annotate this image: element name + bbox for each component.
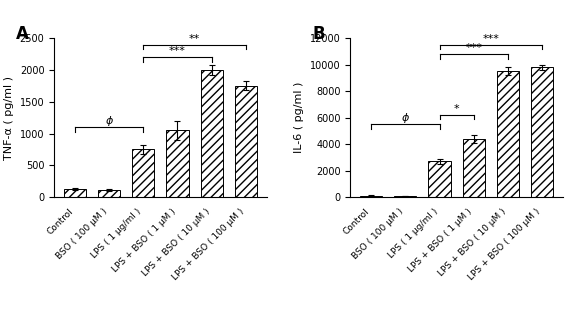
Bar xyxy=(166,130,189,197)
Bar xyxy=(497,71,519,197)
Bar xyxy=(429,161,451,197)
Bar xyxy=(463,139,485,197)
Text: *: * xyxy=(454,104,459,114)
Text: ***: *** xyxy=(169,46,186,57)
Text: ϕ: ϕ xyxy=(105,116,113,126)
Bar xyxy=(98,190,120,197)
Y-axis label: IL-6 ( pg/ml ): IL-6 ( pg/ml ) xyxy=(294,82,304,153)
Bar xyxy=(64,189,86,197)
Text: ***: *** xyxy=(483,34,499,44)
Text: B: B xyxy=(312,25,325,44)
Text: ***: *** xyxy=(466,43,482,53)
Text: ϕ: ϕ xyxy=(401,114,409,123)
Bar xyxy=(132,149,154,197)
Text: **: ** xyxy=(189,34,200,44)
Bar xyxy=(201,70,223,197)
Bar xyxy=(360,196,382,197)
Bar xyxy=(394,196,417,197)
Bar xyxy=(235,86,257,197)
Y-axis label: TNF-α ( pg/ml ): TNF-α ( pg/ml ) xyxy=(4,76,14,160)
Bar xyxy=(531,67,553,197)
Text: A: A xyxy=(16,25,29,44)
